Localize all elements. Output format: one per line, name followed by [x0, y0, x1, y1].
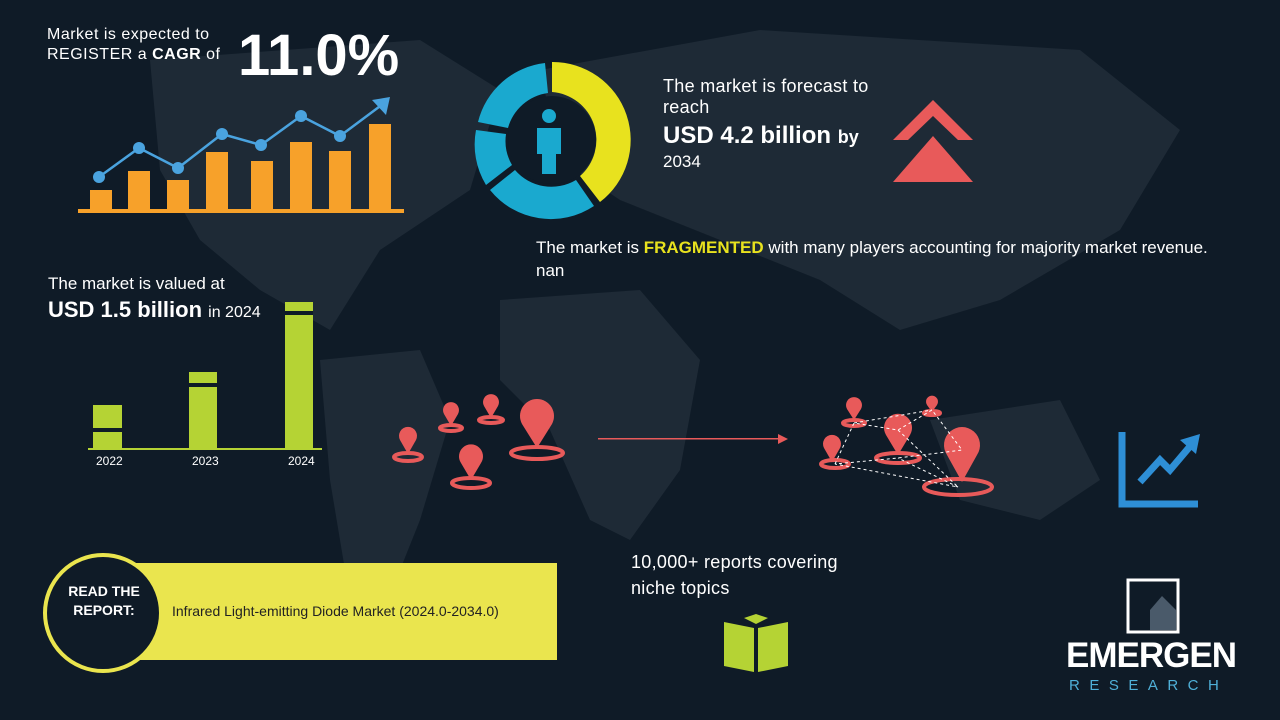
cagr-value: 11.0% [238, 23, 400, 88]
year-label: 2022 [96, 454, 123, 468]
growth-chart-icon [78, 97, 404, 213]
valuation-bars [88, 302, 322, 450]
up-chevrons-icon [893, 100, 973, 182]
logo-mark [1126, 578, 1180, 634]
logo-tagline: RESEARCH [1069, 677, 1229, 694]
donut-icon [474, 61, 631, 220]
valuation-amount: USD 1.5 billion in 2024 [48, 297, 261, 323]
text: of [206, 46, 221, 63]
text: REGISTER a [47, 46, 148, 63]
read-label: READ THE REPORT: [68, 583, 140, 618]
forecast-year: 2034 [663, 152, 701, 171]
status: FRAGMENTED [643, 238, 764, 257]
year-label: 2024 [288, 454, 315, 468]
cagr-word: CAGR [152, 46, 202, 63]
report-badge [43, 553, 163, 673]
network-lines [834, 409, 963, 488]
amount: USD 1.5 billion [48, 297, 203, 322]
text: in 2024 [208, 304, 261, 321]
reports-text: 10,000+ reports covering niche topics [631, 552, 838, 598]
text: with many players accounting for majorit… [536, 238, 1208, 280]
cagr-line: Market is expected to [47, 26, 210, 43]
logo-name: EMERGEN [1066, 636, 1237, 675]
forecast-amount: USD 4.2 billion by [663, 122, 859, 150]
amount: USD 4.2 billion [663, 122, 832, 149]
fragmentation-text: The market is FRAGMENTED with many playe… [536, 236, 1226, 282]
cagr-line: REGISTER a CAGR of [47, 45, 221, 65]
cagr-intro: Market is expected to REGISTER a CAGR of [47, 25, 221, 65]
book-icon [724, 614, 788, 672]
forecast-intro: The market is forecast to reach [663, 76, 869, 117]
trend-icon [1118, 432, 1200, 508]
year-label: 2023 [192, 454, 219, 468]
world-map [150, 30, 1180, 620]
map-pin-heads [399, 394, 980, 482]
report-banner [100, 563, 557, 660]
report-title[interactable]: Infrared Light-emitting Diode Market (20… [172, 603, 499, 619]
text: by [837, 127, 859, 147]
text: The market is [536, 238, 639, 257]
valuation-intro: The market is valued at [48, 274, 225, 293]
